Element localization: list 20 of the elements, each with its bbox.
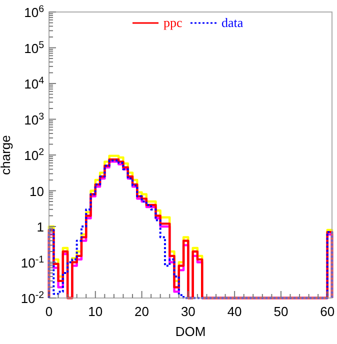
y-tick-label: 10$^{3}$ xyxy=(24,110,44,128)
y-tick-label: 10$^{4}$ xyxy=(24,75,45,92)
y-tick-label: 10$^{-1}$ xyxy=(20,254,44,270)
y-tick-label: 10$^{6}$ xyxy=(24,4,44,20)
legend-label: data xyxy=(222,15,244,30)
y-tick-label: 10$^{2}$ xyxy=(24,146,44,163)
y-tick-label: 1 xyxy=(36,220,44,234)
x-tick-label: 60 xyxy=(320,304,335,319)
y-axis-title: charge xyxy=(0,135,13,175)
x-tick-label: 30 xyxy=(180,304,196,319)
x-axis-title: DOM xyxy=(175,324,206,339)
x-tick-label: 40 xyxy=(227,304,242,319)
x-tick-label: 0 xyxy=(45,304,53,319)
x-tick-label: 50 xyxy=(274,304,288,319)
y-tick-label: 10 xyxy=(30,184,44,199)
x-tick-label: 10 xyxy=(88,304,103,319)
x-tick-label: 20 xyxy=(134,304,150,319)
y-tick-label: 10$^{5}$ xyxy=(24,39,45,56)
y-tick-label: 10$^{-2}$ xyxy=(20,290,44,306)
legend-label: ppc xyxy=(164,15,182,30)
